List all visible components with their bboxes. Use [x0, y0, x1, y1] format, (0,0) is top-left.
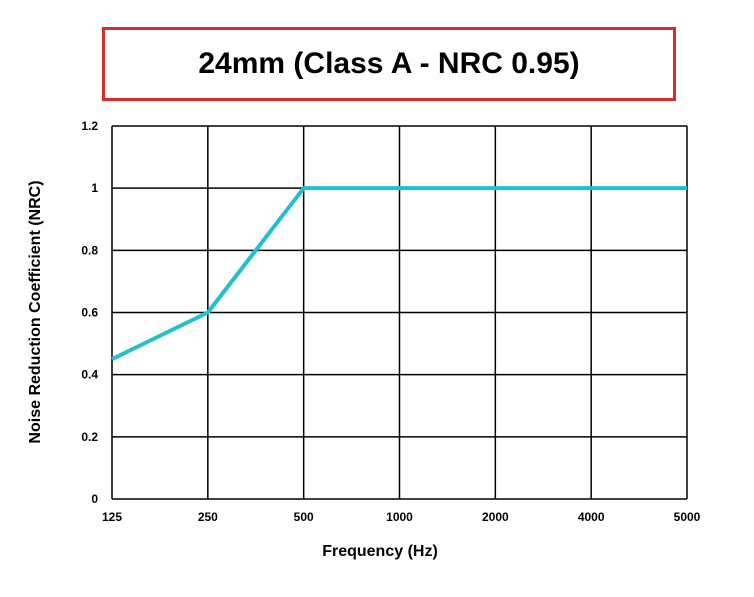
x-tick-label: 125 [102, 510, 122, 524]
x-tick-label: 1000 [386, 510, 413, 524]
grid [112, 126, 687, 499]
y-tick-label: 0 [91, 492, 98, 506]
y-tick-label: 1.2 [81, 119, 98, 133]
x-tick-label: 250 [198, 510, 218, 524]
x-tick-label: 2000 [482, 510, 509, 524]
y-axis-title: Noise Reduction Coefficient (NRC) [27, 180, 44, 443]
x-tick-label: 4000 [578, 510, 605, 524]
x-axis-title: Frequency (Hz) [322, 543, 438, 560]
x-tick-label: 500 [294, 510, 314, 524]
x-axis-ticks: 125 250 500 1000 2000 4000 5000 [102, 510, 701, 524]
y-tick-label: 1 [91, 181, 98, 195]
y-tick-label: 0.4 [81, 368, 98, 382]
y-axis-ticks: 0 0.2 0.4 0.6 0.8 1 1.2 [81, 119, 98, 506]
y-tick-label: 0.8 [81, 243, 98, 257]
y-tick-label: 0.6 [81, 306, 98, 320]
x-tick-label: 5000 [674, 510, 701, 524]
y-tick-label: 0.2 [81, 430, 98, 444]
